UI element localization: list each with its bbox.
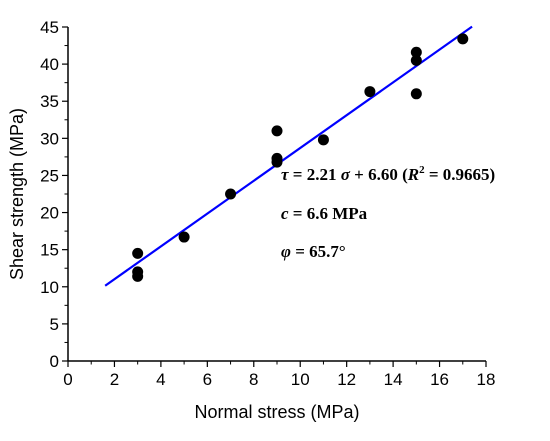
fit-line-layer — [104, 25, 473, 287]
equation-end: + 6.60 ( — [350, 165, 408, 184]
data-point — [271, 125, 283, 137]
x-axis-title: Normal stress (MPa) — [194, 402, 359, 422]
points-layer — [132, 33, 469, 282]
x-tick-label: 14 — [384, 370, 403, 389]
data-point — [410, 46, 422, 58]
x-tick-label: 12 — [337, 370, 356, 389]
friction-symbol: φ — [281, 242, 291, 261]
data-point — [178, 231, 190, 243]
x-tick-label: 16 — [430, 370, 449, 389]
axes: 0 2 4 6 8 10 12 14 16 18 0 5 10 15 20 25 30 35 40 45 — [40, 18, 495, 389]
r-squared-value: = 0.9665) — [425, 165, 496, 184]
y-tick-label: 5 — [50, 315, 59, 334]
y-tick-label: 0 — [50, 352, 59, 371]
fit-equation-label: τ = 2.21 σ + 6.60 (R2 = 0.9665) — [281, 164, 495, 184]
x-tick-label: 0 — [63, 370, 72, 389]
data-point — [132, 270, 144, 282]
data-point — [132, 247, 144, 259]
y-axis-title: Shear strength (MPa) — [7, 108, 27, 280]
x-tick-label: 8 — [249, 370, 258, 389]
friction-value: = 65.7° — [291, 242, 346, 261]
x-tick-label: 18 — [477, 370, 496, 389]
y-tick-label: 30 — [40, 129, 59, 148]
sigma-symbol: σ — [341, 165, 351, 184]
cohesion-value: = 6.6 MPa — [289, 204, 368, 223]
data-point — [317, 134, 329, 146]
friction-angle-label: φ = 65.7° — [281, 242, 346, 261]
data-point — [410, 88, 422, 100]
cohesion-symbol: c — [281, 204, 289, 223]
data-point — [271, 156, 283, 168]
x-tick-label: 2 — [110, 370, 119, 389]
y-tick-label: 45 — [40, 18, 59, 37]
data-point — [364, 86, 376, 98]
x-tick-label: 6 — [203, 370, 212, 389]
data-point — [410, 54, 422, 66]
r-squared-superscript: 2 — [419, 164, 425, 176]
x-tick-label: 4 — [156, 370, 165, 389]
y-tick-label: 35 — [40, 92, 59, 111]
data-point — [457, 33, 469, 45]
y-tick-label: 40 — [40, 55, 59, 74]
y-tick-label: 15 — [40, 241, 59, 260]
r-symbol: R — [407, 165, 419, 184]
cohesion-label: c = 6.6 MPa — [281, 204, 368, 223]
data-point — [225, 188, 237, 200]
y-tick-label: 10 — [40, 278, 59, 297]
tau-symbol: τ — [281, 165, 289, 184]
fit-line — [104, 25, 473, 287]
y-tick-label: 25 — [40, 166, 59, 185]
equation-mid: = 2.21 — [289, 165, 341, 184]
y-tick-label: 20 — [40, 204, 59, 223]
x-tick-label: 10 — [291, 370, 310, 389]
